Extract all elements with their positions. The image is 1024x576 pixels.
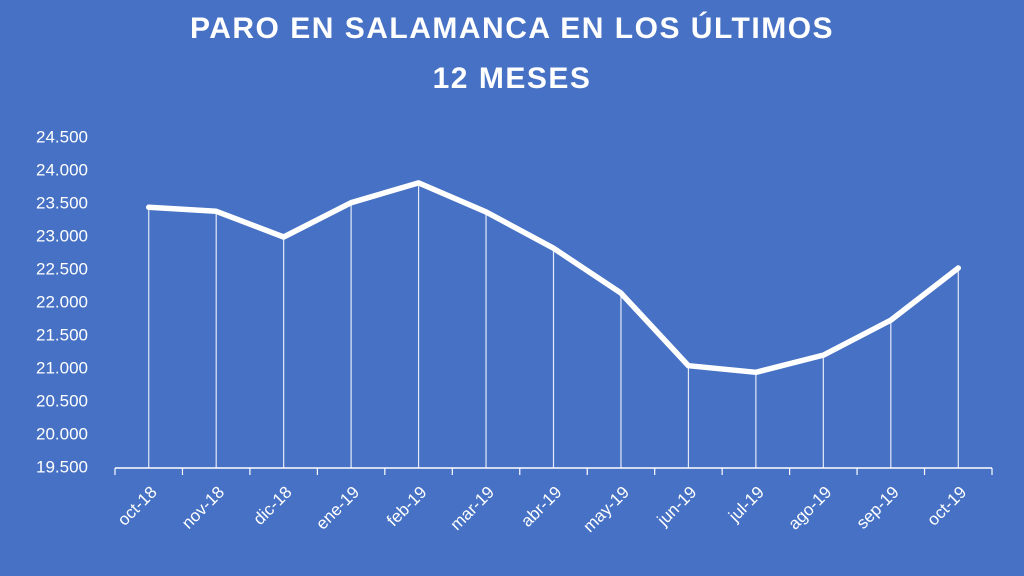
y-tick-label: 21.500	[36, 325, 88, 344]
y-tick-label: 24.500	[36, 127, 88, 146]
y-tick-label: 20.000	[36, 424, 88, 443]
y-tick-label: 23.000	[36, 226, 88, 245]
y-tick-label: 24.000	[36, 160, 88, 179]
y-tick-label: 22.500	[36, 259, 88, 278]
y-tick-label: 20.500	[36, 391, 88, 410]
chart-title: PARO EN SALAMANCA EN LOS ÚLTIMOS	[190, 11, 834, 45]
y-tick-label: 19.500	[36, 457, 88, 476]
y-tick-label: 23.500	[36, 193, 88, 212]
data-line	[145, 180, 962, 376]
y-tick-label: 21.000	[36, 358, 88, 377]
chart-title: 12 MESES	[433, 62, 592, 95]
y-tick-label: 22.000	[36, 292, 88, 311]
